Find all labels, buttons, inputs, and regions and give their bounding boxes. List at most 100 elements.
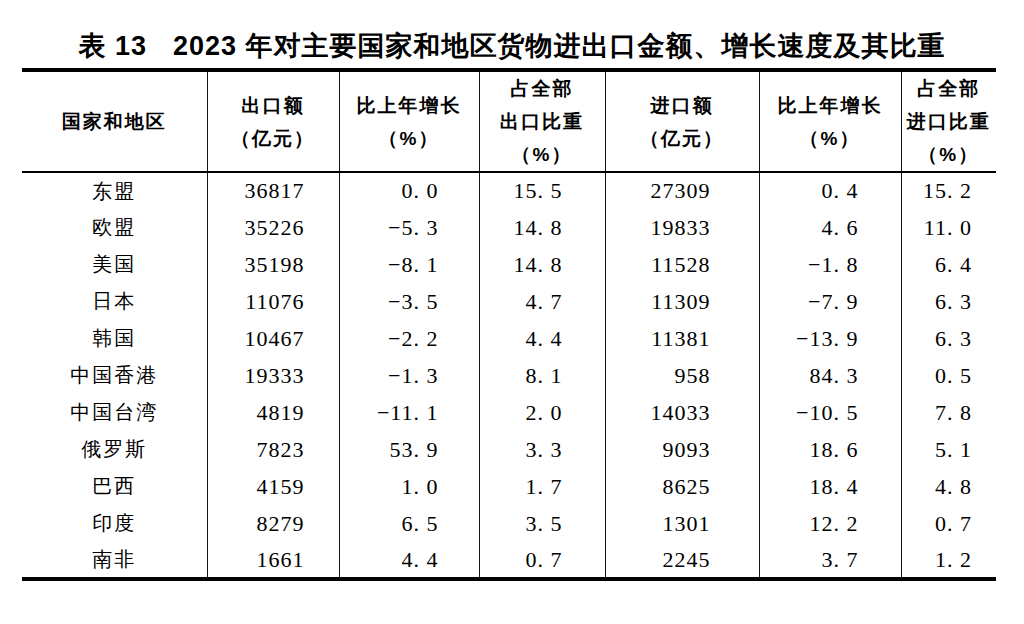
header-line: （%）	[340, 122, 479, 155]
cell: 18. 6	[759, 431, 901, 468]
cell: 4159	[207, 468, 339, 505]
cell: −7. 9	[759, 283, 901, 320]
cell: 8. 1	[479, 357, 605, 394]
row-label: 美国	[22, 246, 207, 283]
cell: 84. 3	[759, 357, 901, 394]
cell: 11381	[605, 320, 759, 357]
table-row: 日本11076−3. 54. 711309−7. 96. 3	[22, 283, 996, 320]
cell: 19833	[605, 209, 759, 246]
row-label: 中国香港	[22, 357, 207, 394]
table-row: 韩国10467−2. 24. 411381−13. 96. 3	[22, 320, 996, 357]
column-header-6: 占全部进口比重（%）	[901, 70, 996, 172]
cell: 11076	[207, 283, 339, 320]
cell: 19333	[207, 357, 339, 394]
cell: 0. 7	[479, 542, 605, 579]
cell: 2245	[605, 542, 759, 579]
header-line: 出口比重	[480, 105, 605, 138]
row-label: 中国台湾	[22, 394, 207, 431]
cell: 14033	[605, 394, 759, 431]
row-label: 俄罗斯	[22, 431, 207, 468]
table-row: 中国香港19333−1. 38. 195884. 30. 5	[22, 357, 996, 394]
header-line: 进口比重	[902, 105, 997, 138]
table-title-text: 2023 年对主要国家和地区货物进出口金额、增长速度及其比重	[173, 31, 946, 61]
table-title: 表 13 2023 年对主要国家和地区货物进出口金额、增长速度及其比重	[0, 28, 1024, 64]
cell: 0. 0	[339, 172, 479, 209]
cell: 7823	[207, 431, 339, 468]
cell: 1. 0	[339, 468, 479, 505]
header-line: 国家和地区	[22, 105, 207, 138]
table-header: 国家和地区出口额（亿元）比上年增长（%）占全部出口比重（%）进口额（亿元）比上年…	[22, 70, 996, 172]
column-header-2: 比上年增长（%）	[339, 70, 479, 172]
cell: 1661	[207, 542, 339, 579]
table-row: 中国台湾4819−11. 12. 014033−10. 57. 8	[22, 394, 996, 431]
cell: 3. 3	[479, 431, 605, 468]
cell: 1. 7	[479, 468, 605, 505]
header-line: （%）	[760, 122, 901, 155]
cell: 3. 5	[479, 505, 605, 542]
cell: 12. 2	[759, 505, 901, 542]
cell: 8625	[605, 468, 759, 505]
cell: −1. 8	[759, 246, 901, 283]
table-number: 表 13	[78, 31, 147, 61]
column-header-0: 国家和地区	[22, 70, 207, 172]
cell: 11528	[605, 246, 759, 283]
column-header-5: 比上年增长（%）	[759, 70, 901, 172]
cell: 11. 0	[901, 209, 996, 246]
cell: 4819	[207, 394, 339, 431]
column-header-4: 进口额（亿元）	[605, 70, 759, 172]
table-row: 美国35198−8. 114. 811528−1. 86. 4	[22, 246, 996, 283]
cell: 6. 5	[339, 505, 479, 542]
cell: 14. 8	[479, 246, 605, 283]
cell: −1. 3	[339, 357, 479, 394]
cell: 53. 9	[339, 431, 479, 468]
cell: 4. 6	[759, 209, 901, 246]
header-line: 比上年增长	[340, 89, 479, 122]
cell: −8. 1	[339, 246, 479, 283]
table-row: 南非16614. 40. 722453. 71. 2	[22, 542, 996, 579]
header-line: 出口额	[208, 89, 339, 122]
cell: 7. 8	[901, 394, 996, 431]
column-header-3: 占全部出口比重（%）	[479, 70, 605, 172]
cell: 0. 7	[901, 505, 996, 542]
cell: 35226	[207, 209, 339, 246]
cell: 0. 5	[901, 357, 996, 394]
cell: 9093	[605, 431, 759, 468]
cell: 1301	[605, 505, 759, 542]
document-page: 表 13 2023 年对主要国家和地区货物进出口金额、增长速度及其比重 国家和地区…	[0, 0, 1024, 624]
row-label: 东盟	[22, 172, 207, 209]
cell: 27309	[605, 172, 759, 209]
header-line: （亿元）	[208, 122, 339, 155]
cell: 35198	[207, 246, 339, 283]
cell: 5. 1	[901, 431, 996, 468]
cell: −2. 2	[339, 320, 479, 357]
cell: −3. 5	[339, 283, 479, 320]
row-label: 韩国	[22, 320, 207, 357]
cell: 15. 2	[901, 172, 996, 209]
cell: 3. 7	[759, 542, 901, 579]
cell: −11. 1	[339, 394, 479, 431]
row-label: 巴西	[22, 468, 207, 505]
cell: 36817	[207, 172, 339, 209]
cell: 0. 4	[759, 172, 901, 209]
table-row: 印度82796. 53. 5130112. 20. 7	[22, 505, 996, 542]
cell: 6. 3	[901, 320, 996, 357]
cell: 6. 4	[901, 246, 996, 283]
row-label: 印度	[22, 505, 207, 542]
header-line: （%）	[480, 138, 605, 171]
cell: 4. 8	[901, 468, 996, 505]
table-row: 欧盟35226−5. 314. 8198334. 611. 0	[22, 209, 996, 246]
cell: 18. 4	[759, 468, 901, 505]
cell: 8279	[207, 505, 339, 542]
table-row: 巴西41591. 01. 7862518. 44. 8	[22, 468, 996, 505]
column-header-1: 出口额（亿元）	[207, 70, 339, 172]
cell: 6. 3	[901, 283, 996, 320]
cell: −13. 9	[759, 320, 901, 357]
row-label: 欧盟	[22, 209, 207, 246]
table-row: 俄罗斯782353. 93. 3909318. 65. 1	[22, 431, 996, 468]
cell: −10. 5	[759, 394, 901, 431]
cell: 2. 0	[479, 394, 605, 431]
row-label: 南非	[22, 542, 207, 579]
cell: 4. 4	[479, 320, 605, 357]
cell: 1. 2	[901, 542, 996, 579]
header-line: 占全部	[902, 72, 997, 105]
